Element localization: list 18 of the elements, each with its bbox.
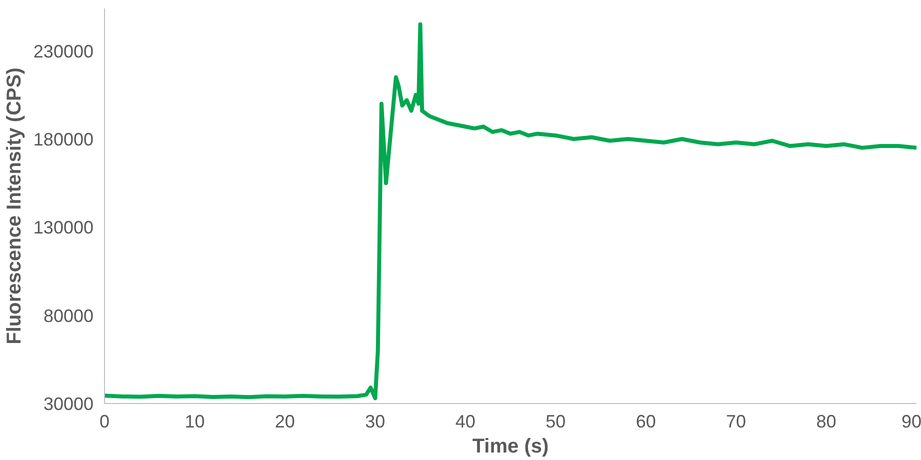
x-tick-label: 20: [274, 412, 295, 432]
y-axis-title: Fluorescence Intensity (CPS): [3, 68, 26, 344]
x-tick-label: 0: [99, 412, 110, 432]
x-tick-label: 80: [816, 412, 836, 432]
x-tick-label: 40: [455, 412, 476, 432]
line-series: [104, 22, 916, 400]
x-tick-label: 50: [546, 412, 566, 432]
x-axis-title: Time (s): [472, 436, 549, 458]
y-tick-label: 30000: [43, 394, 94, 414]
x-tick-label: 70: [726, 412, 746, 432]
x-tick-label: 60: [636, 412, 656, 432]
x-tick-label: 10: [184, 412, 205, 432]
y-tick-label: 230000: [33, 41, 94, 62]
y-tick-label: 130000: [33, 218, 94, 238]
y-tick-label: 180000: [33, 129, 94, 150]
y-tick-label: 80000: [43, 306, 94, 326]
x-tick-label: 90: [901, 412, 921, 432]
x-tick-label: 30: [365, 412, 386, 432]
